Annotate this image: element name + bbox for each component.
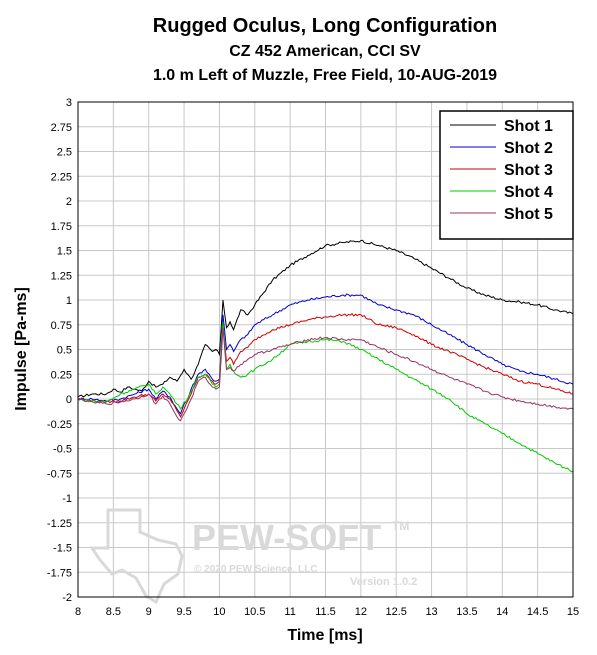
y-tick-label: -1.5: [53, 543, 72, 555]
legend-label-shot-4: Shot 4: [504, 184, 553, 201]
chart-subtitle: CZ 452 American, CCI SV: [229, 43, 421, 60]
y-tick-label: 2.5: [57, 147, 72, 159]
x-tick-label: 9: [146, 606, 152, 618]
watermark-version: Version 1.0.2: [350, 576, 417, 588]
x-tick-labels: 8 8.5 9 9.5 10 10.5 11 11.5 12 12.5 13 13.5 14 14.5 15: [75, 606, 579, 618]
x-tick-label: 15: [567, 606, 579, 618]
watermark-brand: PEW-SOFT: [192, 517, 381, 558]
x-tick-label: 13: [425, 606, 437, 618]
series-group: [77, 239, 574, 473]
chart-subtitle-2: 1.0 m Left of Muzzle, Free Field, 10-AUG…: [153, 67, 497, 84]
series-line-shot-5: [77, 327, 574, 422]
watermark-copyright: © 2020 PEW Science, LLC: [194, 564, 318, 575]
x-tick-label: 10.5: [244, 606, 265, 618]
x-tick-label: 14: [496, 606, 508, 618]
watermark-tm: TM: [392, 519, 409, 533]
x-tick-label: 11.5: [315, 606, 336, 618]
y-tick-label: 1: [66, 295, 72, 307]
x-tick-label: 12: [355, 606, 367, 618]
x-axis-label: Time [ms]: [287, 627, 362, 644]
series-line-shot-4: [77, 321, 574, 473]
y-tick-label: 3: [66, 97, 72, 109]
series-line-shot-3: [77, 312, 574, 418]
series-line-shot-1: [77, 239, 574, 398]
legend-label-shot-1: Shot 1: [504, 118, 553, 135]
plot-border: [77, 101, 574, 598]
legend-box: [439, 110, 574, 240]
x-tick-label: 8.5: [106, 606, 121, 618]
y-tick-label: 2.25: [51, 171, 72, 183]
y-tick-label: 1.25: [51, 270, 72, 282]
y-tick-label: 0.75: [51, 320, 72, 332]
series-line-shot-2: [77, 293, 574, 415]
y-tick-labels: 3 2.75 2.5 2.25 2 1.75 1.5 1.25 1 0.75 0.5 0.25 0 -0.…: [47, 97, 72, 604]
chart-title: Rugged Oculus, Long Configuration: [153, 15, 497, 37]
legend-label-shot-5: Shot 5: [504, 206, 553, 223]
y-tick-label: -0.75: [47, 468, 72, 480]
texas-logo-icon: [89, 508, 184, 605]
y-tick-label: 1.5: [57, 246, 72, 258]
x-tick-label: 14.5: [527, 606, 548, 618]
legend: Shot 1 Shot 2 Shot 3 Shot 4 Shot 5: [439, 110, 574, 240]
y-tick-label: 2.75: [51, 122, 72, 134]
x-tick-label: 10: [213, 606, 225, 618]
y-tick-label: -1.75: [47, 567, 72, 579]
legend-label-shot-2: Shot 2: [504, 140, 553, 157]
y-tick-label: -1.25: [47, 518, 72, 530]
y-tick-label: 1.75: [51, 221, 72, 233]
x-tick-label: 13.5: [456, 606, 477, 618]
legend-label-shot-3: Shot 3: [504, 162, 553, 179]
y-tick-label: -1: [62, 493, 72, 505]
y-tick-label: 0: [66, 394, 72, 406]
y-tick-label: -2: [62, 592, 72, 604]
x-tick-label: 8: [75, 606, 81, 618]
watermark: PEW-SOFT TM © 2020 PEW Science, LLC Vers…: [89, 508, 417, 605]
y-axis-label: Impulse [Pa-ms]: [13, 287, 30, 411]
x-tick-label: 12.5: [386, 606, 407, 618]
x-tick-label: 9.5: [176, 606, 191, 618]
x-tick-label: 11: [284, 606, 295, 618]
y-tick-label: 0.5: [57, 345, 72, 357]
y-tick-label: 2: [66, 196, 72, 208]
y-tick-label: -0.5: [53, 444, 72, 456]
y-tick-label: 0.25: [51, 369, 72, 381]
y-tick-label: -0.25: [47, 419, 72, 431]
